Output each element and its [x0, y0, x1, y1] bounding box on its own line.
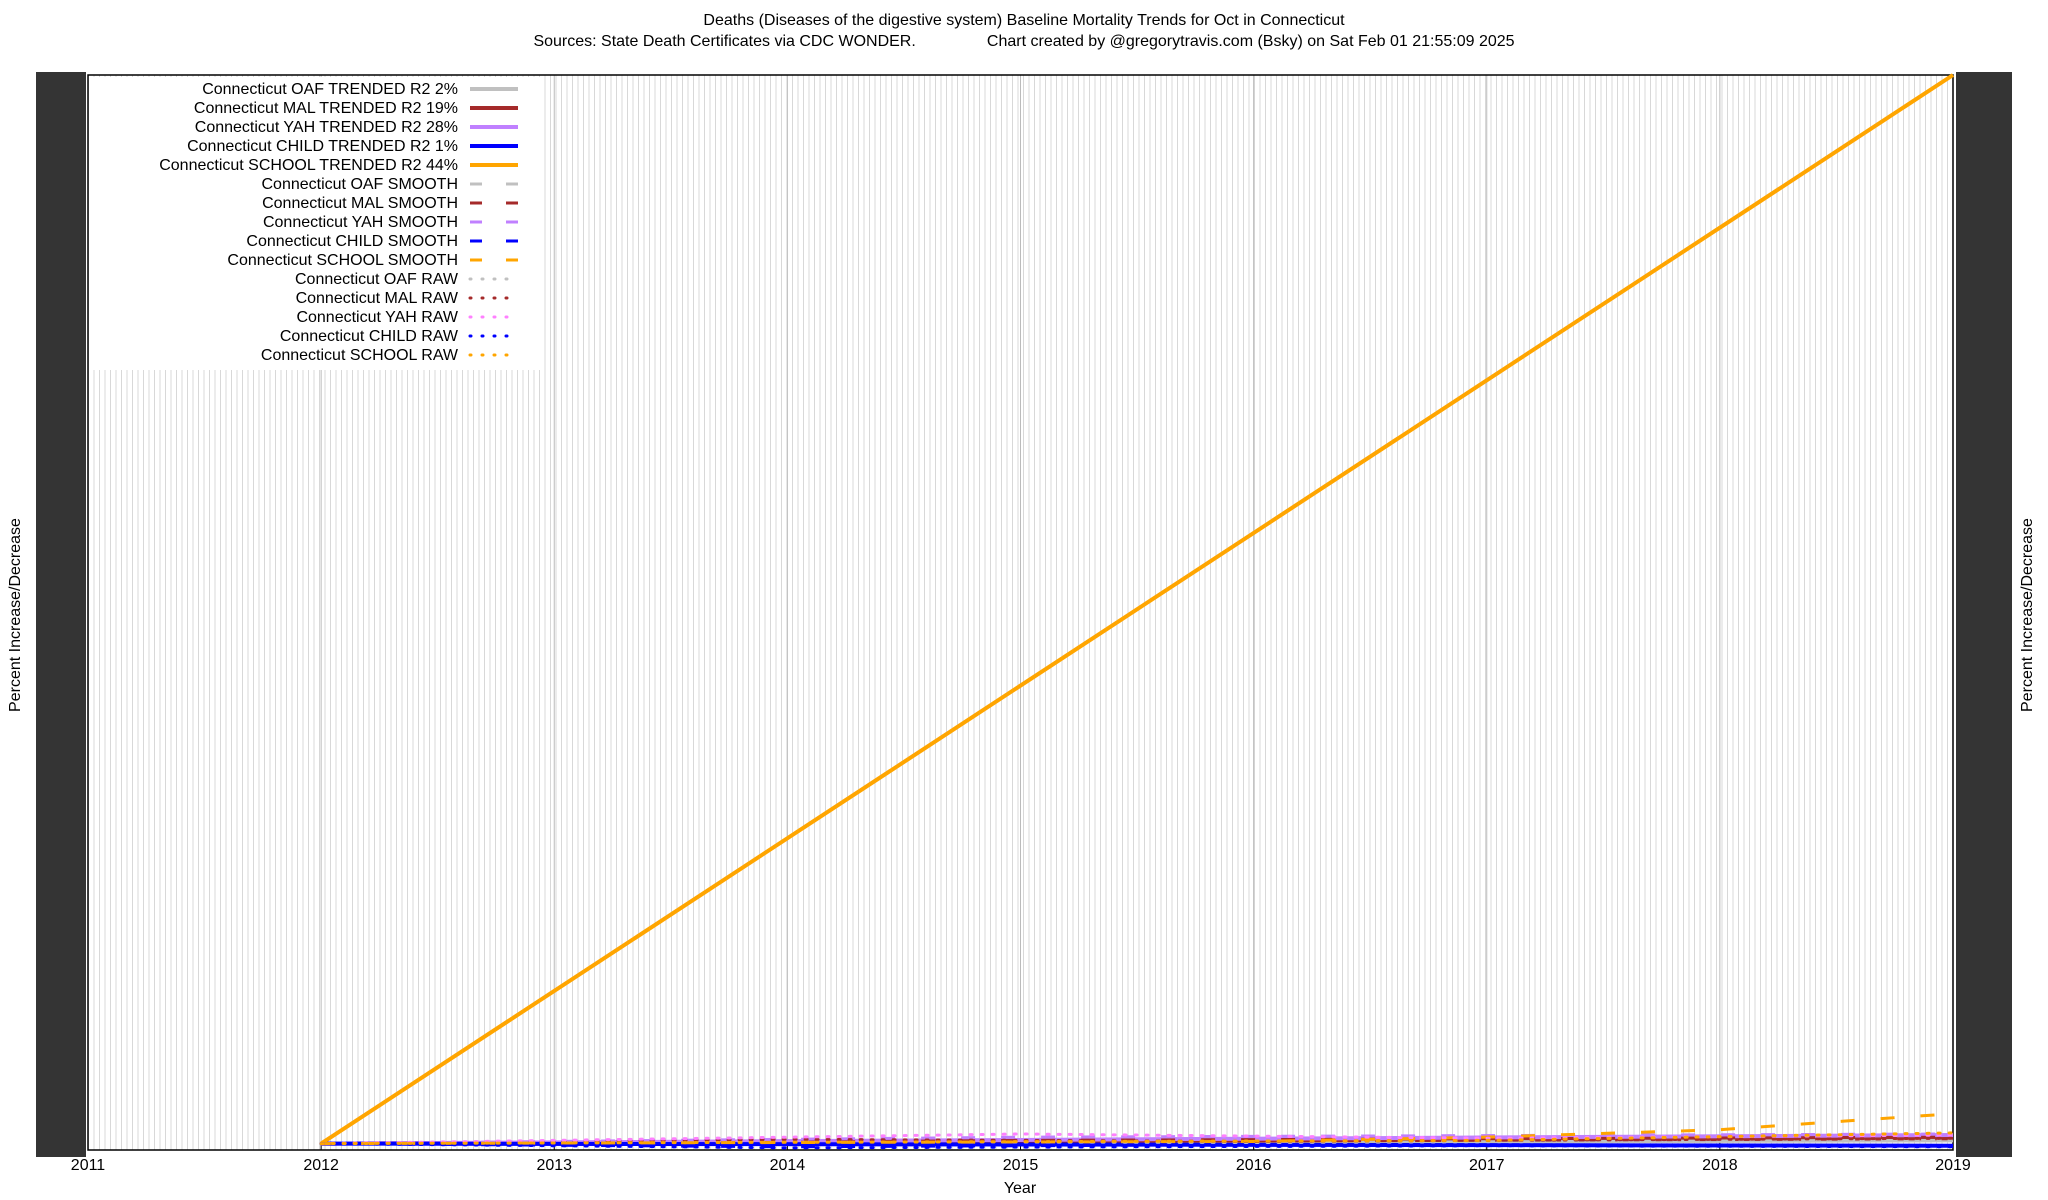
- legend-label: Connecticut CHILD SMOOTH: [246, 233, 458, 250]
- x-axis-label: Year: [1004, 1180, 1037, 1197]
- y2-tick-label-band: [1956, 72, 2012, 1157]
- series-line: [321, 1141, 1954, 1148]
- series-line: [319, 1131, 1955, 1146]
- legend-label: Connecticut MAL SMOOTH: [262, 195, 458, 212]
- x-tick-label: 2011: [71, 1157, 106, 1174]
- legend-label: Connecticut YAH SMOOTH: [263, 214, 458, 231]
- legend-label: Connecticut YAH TRENDED R2 28%: [195, 119, 458, 136]
- legend-label: Connecticut CHILD TRENDED R2 1%: [187, 138, 458, 155]
- y2-axis-label: Percent Increase/Decrease: [2019, 518, 2036, 712]
- legend-box: [90, 77, 540, 370]
- legend-label: Connecticut MAL TRENDED R2 19%: [194, 100, 458, 117]
- y-tick-label-band: [36, 72, 86, 1157]
- series-line: [320, 73, 1955, 1146]
- chart-subtitle: Sources: State Death Certificates via CD…: [533, 33, 1514, 50]
- legend-label: Connecticut SCHOOL SMOOTH: [227, 252, 458, 269]
- x-tick-label: 2016: [1236, 1157, 1272, 1174]
- legend-label: Connecticut OAF RAW: [295, 271, 459, 288]
- legend-label: Connecticut OAF SMOOTH: [262, 176, 459, 193]
- x-tick-label: 2012: [303, 1157, 339, 1174]
- x-tick-label: 2013: [536, 1157, 572, 1174]
- x-tick-label: 2014: [770, 1157, 806, 1174]
- series-line: [321, 1132, 1954, 1146]
- chart-title: Deaths (Diseases of the digestive system…: [703, 12, 1345, 29]
- series-line: [321, 1142, 1954, 1149]
- plot-frame: [87, 74, 1954, 1151]
- legend-label: Connecticut SCHOOL TRENDED R2 44%: [159, 157, 458, 174]
- legend-label: Connecticut OAF TRENDED R2 2%: [202, 81, 458, 98]
- legend-label: Connecticut SCHOOL RAW: [261, 347, 459, 364]
- x-tick-label: 2018: [1702, 1157, 1738, 1174]
- legend-label: Connecticut CHILD RAW: [280, 328, 459, 345]
- x-tick-label: 2015: [1003, 1157, 1039, 1174]
- y-axis-label: Percent Increase/Decrease: [7, 518, 24, 712]
- legend-label: Connecticut MAL RAW: [296, 290, 459, 307]
- x-tick-label: 2019: [1935, 1157, 1971, 1174]
- series-line: [319, 1142, 1955, 1150]
- x-tick-label: 2017: [1469, 1157, 1505, 1174]
- legend-label: Connecticut YAH RAW: [296, 309, 458, 326]
